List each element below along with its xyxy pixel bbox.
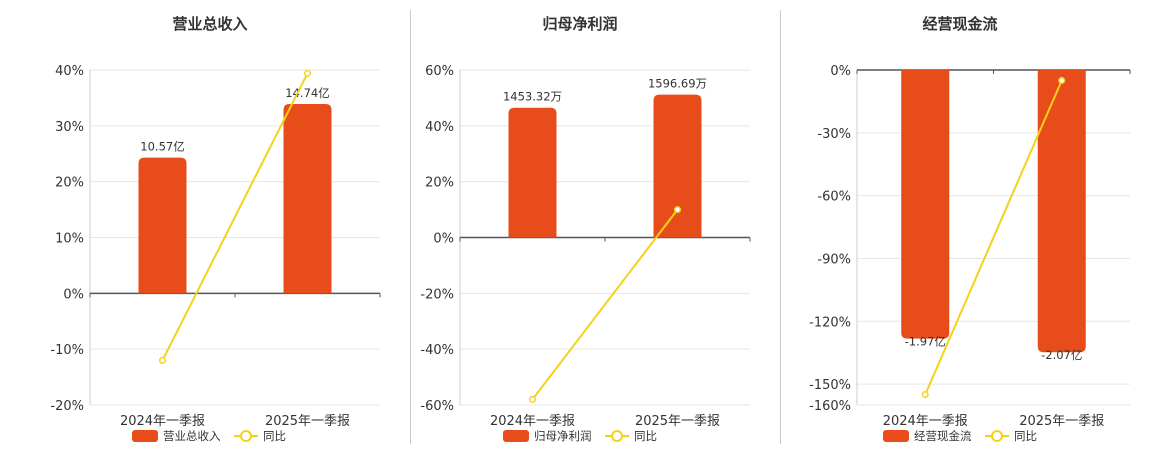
bar bbox=[653, 94, 702, 238]
legend-bar-swatch bbox=[883, 430, 909, 442]
bar-value-label: -2.07亿 bbox=[1041, 348, 1082, 362]
y-tick-label: -120% bbox=[809, 315, 851, 330]
yoy-point bbox=[303, 69, 312, 77]
y-tick-label: -60% bbox=[420, 399, 454, 414]
bar-value-label: 1453.32万 bbox=[503, 90, 562, 104]
y-tick-label: 20% bbox=[425, 176, 454, 191]
legend-bar-label: 归母净利润 bbox=[534, 429, 592, 443]
panel-divider-2 bbox=[780, 10, 781, 444]
y-tick-label: -20% bbox=[50, 399, 84, 414]
x-category-label: 2025年一季报 bbox=[635, 414, 720, 429]
y-tick-label: 40% bbox=[425, 120, 454, 135]
y-tick-label: 20% bbox=[55, 176, 84, 191]
legend-line-label: 同比 bbox=[263, 429, 286, 443]
chart-panel-3: 经营现金流 0% -30% -60% -90% -120% -150% -160% -1.97亿… bbox=[809, 15, 1131, 443]
chart-title: 归母净利润 bbox=[542, 15, 617, 33]
x-category-label: 2025年一季报 bbox=[1019, 414, 1104, 429]
bar bbox=[901, 70, 950, 339]
chart-panel-1: 营业总收入 40% 30% 20% 10% 0% -10% -20% 10.57亿 14.74亿 2… bbox=[50, 15, 381, 443]
y-tick-label: -40% bbox=[420, 343, 454, 358]
y-tick-label: 0% bbox=[63, 287, 84, 302]
bar-value-label: 14.74亿 bbox=[285, 86, 329, 100]
legend-bar-swatch bbox=[503, 430, 529, 442]
yoy-line bbox=[924, 80, 1063, 395]
x-category-label: 2024年一季报 bbox=[883, 414, 968, 429]
chart-panel-2: 归母净利润 60% 40% 20% 0% -20% -40% -60% 1453.32万 1596… bbox=[420, 15, 751, 443]
panel-divider-1 bbox=[410, 10, 411, 444]
bar-value-label: -1.97亿 bbox=[905, 335, 946, 349]
y-tick-label: -160% bbox=[809, 399, 851, 414]
yoy-point bbox=[528, 395, 537, 403]
yoy-point bbox=[1058, 76, 1066, 85]
y-tick-label: 10% bbox=[55, 232, 84, 247]
legend-bar-label: 经营现金流 bbox=[914, 429, 972, 443]
y-tick-label: -20% bbox=[420, 287, 454, 302]
chart-title: 经营现金流 bbox=[922, 15, 997, 33]
yoy-point bbox=[158, 356, 167, 364]
y-tick-label: -10% bbox=[50, 343, 84, 358]
bar bbox=[1037, 70, 1086, 353]
y-tick-label: -150% bbox=[809, 378, 851, 393]
yoy-line bbox=[161, 72, 309, 361]
bar bbox=[508, 107, 557, 238]
x-category-label: 2024年一季报 bbox=[120, 414, 205, 429]
legend-line-marker bbox=[611, 430, 623, 442]
legend-bar-label: 营业总收入 bbox=[163, 429, 221, 443]
yoy-point bbox=[921, 390, 929, 399]
y-tick-label: 0% bbox=[830, 64, 851, 79]
bar bbox=[138, 157, 187, 294]
legend-line-label: 同比 bbox=[634, 429, 657, 443]
yoy-line bbox=[531, 208, 679, 401]
chart-title: 营业总收入 bbox=[172, 15, 247, 33]
y-tick-label: 60% bbox=[425, 64, 454, 79]
x-category-label: 2024年一季报 bbox=[490, 414, 575, 429]
legend-line-marker bbox=[991, 430, 1003, 442]
y-tick-label: 30% bbox=[55, 120, 84, 135]
y-tick-label: 40% bbox=[55, 64, 84, 79]
y-tick-label: -60% bbox=[817, 190, 851, 205]
legend-line-marker bbox=[240, 430, 252, 442]
y-tick-label: -90% bbox=[817, 252, 851, 267]
y-tick-label: -30% bbox=[817, 127, 851, 142]
bar bbox=[283, 104, 332, 294]
legend-bar-swatch bbox=[132, 430, 158, 442]
bar-value-label: 10.57亿 bbox=[140, 140, 184, 154]
x-category-label: 2025年一季报 bbox=[265, 414, 350, 429]
yoy-point bbox=[673, 206, 682, 214]
legend-line-label: 同比 bbox=[1014, 429, 1037, 443]
bar-value-label: 1596.69万 bbox=[648, 77, 707, 91]
y-tick-label: 0% bbox=[433, 232, 454, 247]
